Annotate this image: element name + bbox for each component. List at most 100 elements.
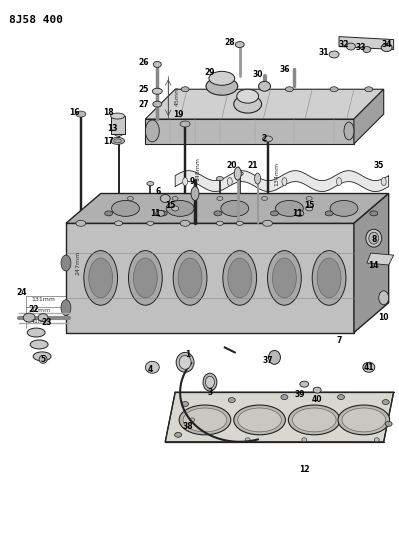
Ellipse shape: [152, 88, 162, 94]
Ellipse shape: [288, 405, 340, 435]
Text: 14: 14: [369, 261, 379, 270]
Text: 35: 35: [373, 161, 384, 170]
Text: 32: 32: [339, 40, 349, 49]
Ellipse shape: [363, 362, 375, 372]
Text: 24: 24: [16, 288, 26, 297]
Ellipse shape: [263, 220, 273, 227]
Text: 22: 22: [28, 305, 38, 314]
Ellipse shape: [313, 387, 321, 393]
Ellipse shape: [115, 132, 122, 136]
Ellipse shape: [147, 182, 154, 185]
Ellipse shape: [206, 77, 238, 95]
Ellipse shape: [330, 87, 338, 92]
Text: 38: 38: [183, 422, 194, 431]
Ellipse shape: [300, 381, 309, 387]
Ellipse shape: [156, 211, 165, 216]
Text: 36: 36: [279, 65, 290, 74]
Ellipse shape: [381, 177, 386, 185]
Ellipse shape: [23, 313, 35, 322]
Ellipse shape: [173, 251, 207, 305]
Ellipse shape: [292, 408, 336, 432]
Ellipse shape: [228, 258, 252, 298]
Polygon shape: [367, 253, 394, 265]
Text: 8J58 400: 8J58 400: [9, 15, 63, 25]
Text: 37: 37: [262, 356, 273, 365]
Ellipse shape: [178, 258, 202, 298]
Ellipse shape: [217, 197, 223, 200]
Ellipse shape: [236, 172, 243, 176]
Ellipse shape: [255, 173, 261, 184]
Ellipse shape: [227, 177, 232, 185]
Ellipse shape: [306, 197, 312, 200]
Ellipse shape: [329, 51, 339, 58]
Text: 15: 15: [165, 201, 176, 210]
Text: 131mm: 131mm: [31, 297, 55, 302]
Ellipse shape: [306, 206, 313, 211]
Ellipse shape: [128, 251, 162, 305]
Ellipse shape: [84, 251, 118, 305]
Ellipse shape: [191, 187, 199, 200]
Ellipse shape: [183, 177, 188, 185]
Text: 17: 17: [103, 138, 114, 147]
Ellipse shape: [179, 356, 191, 369]
Ellipse shape: [295, 211, 304, 216]
Ellipse shape: [281, 394, 288, 400]
Text: 16: 16: [69, 108, 80, 117]
Ellipse shape: [271, 211, 279, 216]
Text: 39: 39: [294, 390, 304, 399]
Ellipse shape: [182, 401, 189, 407]
Ellipse shape: [160, 195, 170, 203]
Text: 29: 29: [205, 68, 215, 77]
Text: 134mm: 134mm: [275, 161, 279, 185]
Bar: [111, 116, 124, 134]
Text: 23: 23: [42, 318, 52, 327]
Ellipse shape: [275, 200, 303, 216]
Polygon shape: [354, 89, 384, 144]
Ellipse shape: [89, 258, 113, 298]
Text: 10: 10: [379, 313, 389, 322]
Ellipse shape: [145, 120, 159, 142]
Ellipse shape: [61, 255, 71, 271]
Ellipse shape: [366, 229, 382, 247]
Text: 41mm: 41mm: [31, 319, 51, 324]
Text: 11: 11: [150, 209, 160, 218]
Ellipse shape: [172, 206, 179, 211]
Text: 1: 1: [186, 350, 191, 359]
Text: 45mm: 45mm: [175, 86, 180, 106]
Ellipse shape: [180, 220, 190, 227]
Ellipse shape: [269, 350, 280, 365]
Ellipse shape: [325, 211, 333, 216]
Ellipse shape: [236, 221, 243, 225]
Ellipse shape: [228, 398, 235, 402]
Ellipse shape: [111, 138, 124, 144]
Ellipse shape: [338, 394, 344, 400]
Text: 41: 41: [363, 363, 374, 372]
Ellipse shape: [33, 352, 51, 361]
Ellipse shape: [263, 136, 273, 142]
Text: 2: 2: [261, 134, 266, 143]
Ellipse shape: [363, 46, 371, 52]
Ellipse shape: [216, 176, 223, 181]
Ellipse shape: [133, 258, 157, 298]
Text: 5: 5: [41, 355, 45, 364]
Ellipse shape: [273, 258, 296, 298]
Ellipse shape: [115, 221, 122, 225]
Ellipse shape: [381, 44, 392, 52]
Ellipse shape: [180, 121, 190, 127]
Ellipse shape: [262, 197, 267, 200]
Text: 9: 9: [190, 177, 195, 186]
Ellipse shape: [179, 405, 231, 435]
Text: 4: 4: [148, 365, 153, 374]
Ellipse shape: [61, 300, 71, 316]
Polygon shape: [165, 392, 394, 442]
Ellipse shape: [159, 211, 167, 216]
Ellipse shape: [338, 405, 390, 435]
Text: 247mm: 247mm: [76, 251, 81, 275]
Ellipse shape: [302, 438, 307, 442]
Ellipse shape: [76, 220, 86, 227]
Ellipse shape: [183, 408, 227, 432]
Polygon shape: [145, 89, 384, 119]
Ellipse shape: [209, 71, 235, 85]
Ellipse shape: [235, 42, 244, 47]
Text: 31: 31: [319, 48, 330, 57]
